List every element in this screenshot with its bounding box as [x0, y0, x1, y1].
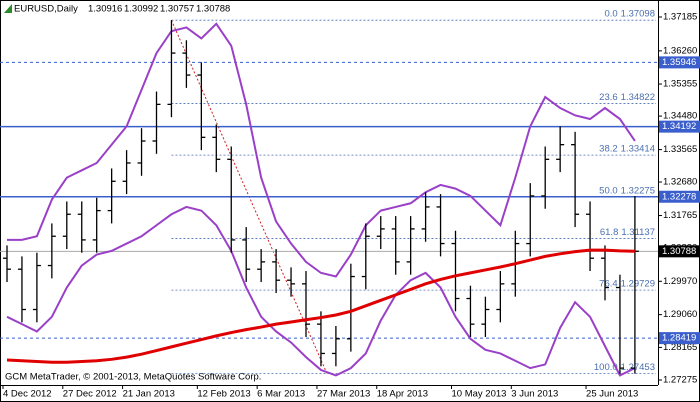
y-tick-label: 1.29970 [663, 276, 697, 287]
x-tick-label: 4 Dec 2012 [3, 389, 52, 400]
header-quote: 1.30992 [124, 4, 158, 15]
fib-label: 23.6 [599, 92, 618, 103]
fib-price: 1.29729 [621, 279, 655, 290]
x-tick-label: 25 Jun 2013 [586, 389, 638, 400]
x-tick-label: 6 Mar 2013 [257, 389, 305, 400]
moving-average [6, 248, 635, 364]
y-tick-label: 1.32680 [663, 177, 697, 188]
fib-label: 38.2 [599, 144, 618, 155]
price-tag [659, 56, 700, 69]
fib-price: 1.34822 [621, 92, 655, 103]
symbol: EURUSD,Daily [14, 4, 78, 15]
fib-price: 1.31137 [621, 227, 655, 238]
price-tag [659, 190, 700, 203]
fib-label: 76.4 [599, 279, 618, 290]
y-tick-label: 1.28165 [663, 342, 697, 353]
x-tick-label: 3 Jun 2013 [511, 389, 558, 400]
symbol-icon [4, 4, 12, 13]
band-upper [7, 22, 636, 278]
y-tick-label: 1.31765 [663, 210, 697, 221]
price-tag-label: 1.35946 [662, 57, 696, 68]
fib-price: 1.32275 [621, 185, 655, 196]
y-tick-label: 1.35355 [663, 79, 697, 90]
x-tick-label: 18 Apr 2013 [377, 389, 428, 400]
y-tick-label: 1.33565 [663, 144, 697, 155]
header-quote: 1.30916 [88, 4, 122, 15]
fib-label: 0.0 [604, 9, 617, 20]
last-price-tag [659, 245, 700, 258]
header-quote: 1.30757 [160, 4, 194, 15]
band-lower [6, 205, 636, 377]
fib-label: 50.0 [599, 185, 618, 196]
price-tag [659, 332, 700, 345]
x-tick-label: 27 Dec 2012 [63, 389, 117, 400]
footer: GCM MetaTrader, © 2001-2013, MetaQuotes … [5, 372, 261, 383]
fib-price: 1.33414 [621, 144, 655, 155]
y-tick-label: 1.29060 [663, 309, 697, 320]
x-tick-label: 27 Mar 2013 [317, 389, 370, 400]
y-tick-label: 1.27275 [663, 375, 697, 386]
x-tick-label: 12 Feb 2013 [197, 389, 250, 400]
header-quote: 1.30788 [196, 4, 230, 15]
fib-label: 61.8 [600, 227, 619, 238]
price-tag-label: 1.34192 [662, 121, 696, 132]
fib-label: 100.0 [594, 362, 618, 373]
price-tag-label: 1.28419 [662, 333, 696, 344]
x-tick-label: 10 May 2013 [452, 389, 507, 400]
y-tick-label: 1.36260 [663, 45, 697, 56]
price-tag [659, 120, 700, 133]
last-price-label: 1.30788 [662, 246, 696, 257]
fib-price: 1.27453 [621, 362, 655, 373]
y-tick-label: 1.37185 [663, 12, 697, 23]
price-tag-label: 1.32278 [662, 191, 696, 202]
y-tick-label: 1.34480 [663, 111, 697, 122]
fib-price: 1.37098 [621, 9, 655, 20]
x-tick-label: 21 Jan 2013 [123, 389, 175, 400]
